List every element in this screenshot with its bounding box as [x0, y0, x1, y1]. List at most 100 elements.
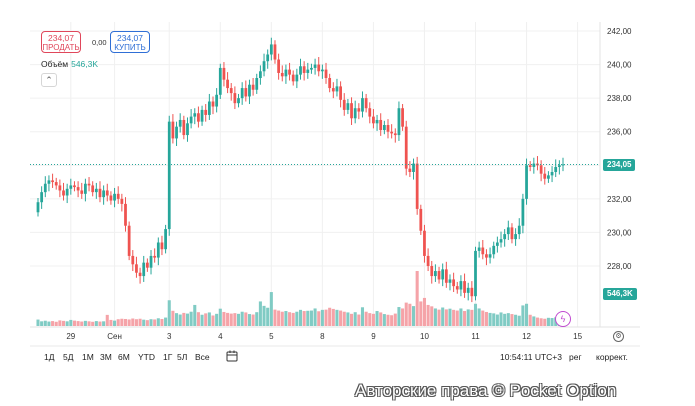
- volume-bar: [134, 319, 138, 326]
- volume-bar: [211, 315, 215, 326]
- volume-bar: [149, 319, 153, 326]
- x-tick-label: 15: [573, 332, 582, 341]
- volume-bar: [262, 305, 266, 326]
- candle-body: [237, 98, 240, 104]
- volume-bar: [397, 307, 401, 326]
- candle-body: [299, 66, 302, 75]
- candle-body: [189, 116, 193, 124]
- candle-body: [291, 74, 295, 82]
- volume-bar: [539, 318, 543, 326]
- candle-body: [197, 113, 200, 122]
- candle-body: [98, 188, 102, 198]
- volume-bar: [284, 311, 288, 326]
- candle-body: [310, 67, 313, 70]
- volume-bar: [273, 309, 277, 326]
- collapse-legend-button[interactable]: ⌃: [41, 73, 57, 87]
- auto-scale-toggle[interactable]: коррект.: [596, 352, 628, 362]
- candle-body: [240, 88, 244, 99]
- candle-body: [382, 125, 386, 131]
- volume-bar: [364, 311, 368, 326]
- candle-body: [262, 61, 266, 72]
- time-axis-settings-icon[interactable]: ⚙: [613, 331, 624, 342]
- volume-bar: [116, 319, 120, 326]
- candle-body: [485, 254, 488, 258]
- candle-body: [455, 286, 459, 290]
- volume-bar: [444, 309, 448, 326]
- range-button-1[interactable]: 5Д: [63, 352, 74, 362]
- candle-body: [40, 192, 44, 203]
- range-button-4[interactable]: 6М: [118, 352, 130, 362]
- candle-body: [62, 190, 65, 196]
- log-scale-toggle[interactable]: рег: [569, 352, 582, 362]
- volume-bar: [251, 314, 255, 326]
- range-button-8[interactable]: Все: [195, 352, 210, 362]
- volume-bar: [171, 310, 175, 326]
- candle-body: [131, 255, 135, 265]
- volume-bar: [175, 313, 179, 326]
- spread-value: 0,00: [92, 38, 107, 47]
- candle-body: [550, 172, 554, 176]
- range-button-6[interactable]: 1Г: [163, 352, 173, 362]
- volume-bar: [255, 312, 259, 326]
- candle-body: [350, 103, 353, 119]
- y-tick-label: 240,00: [607, 61, 632, 70]
- volume-bar: [80, 321, 84, 326]
- volume-bar: [401, 308, 405, 326]
- candle-body: [109, 195, 113, 201]
- candle-body: [346, 103, 350, 110]
- volume-bar: [525, 303, 529, 326]
- volume-bar: [222, 311, 226, 326]
- buy-label: КУПИТЬ: [114, 43, 146, 52]
- volume-bar: [543, 318, 547, 326]
- volume-bar: [426, 304, 430, 326]
- candle-body: [218, 67, 222, 95]
- candle-body: [164, 229, 167, 250]
- candle-body: [244, 88, 248, 97]
- y-tick-label: 236,00: [607, 128, 632, 137]
- candle-body: [54, 182, 58, 186]
- candle-body: [124, 203, 127, 226]
- volume-bar: [346, 312, 350, 326]
- candle-body: [153, 255, 157, 258]
- volume-bar: [83, 320, 87, 326]
- volume-bar: [532, 316, 536, 326]
- buy-button[interactable]: 234,07 КУПИТЬ: [110, 31, 150, 53]
- range-button-7[interactable]: 5Л: [177, 352, 188, 362]
- candle-body: [320, 69, 324, 72]
- range-button-3[interactable]: 3М: [100, 352, 112, 362]
- volume-bar: [258, 301, 262, 326]
- candle-body: [408, 168, 412, 172]
- candle-body: [84, 183, 87, 194]
- volume-bar: [54, 321, 58, 326]
- volume-bar: [164, 317, 168, 326]
- volume-bar: [313, 308, 317, 326]
- volume-bar: [408, 303, 412, 326]
- volume-bar: [291, 312, 295, 326]
- range-button-0[interactable]: 1Д: [44, 352, 55, 362]
- candle-body: [415, 163, 419, 209]
- sell-button[interactable]: 234,07 ПРОДАТЬ: [41, 31, 81, 53]
- volume-bar: [277, 310, 281, 326]
- volume-bar: [375, 311, 379, 326]
- volume-bar: [382, 314, 386, 326]
- candle-body: [517, 225, 521, 235]
- candle-body: [259, 71, 262, 78]
- x-tick-label: 11: [471, 332, 480, 341]
- range-button-5[interactable]: YTD: [138, 352, 155, 362]
- volume-bar: [342, 311, 346, 326]
- volume-bar: [546, 317, 550, 326]
- candle-body: [357, 108, 361, 112]
- lightning-icon[interactable]: ϟ: [555, 311, 571, 327]
- y-tick-label: 242,00: [607, 27, 632, 36]
- candle-body: [211, 101, 215, 107]
- range-button-2[interactable]: 1М: [82, 352, 94, 362]
- volume-bar: [189, 311, 193, 326]
- candle-body: [226, 79, 229, 89]
- volume-bar: [455, 310, 459, 326]
- candle-body: [47, 180, 51, 184]
- x-tick-label: 3: [167, 332, 172, 341]
- candle-body: [368, 108, 372, 117]
- calendar-icon[interactable]: [226, 350, 238, 362]
